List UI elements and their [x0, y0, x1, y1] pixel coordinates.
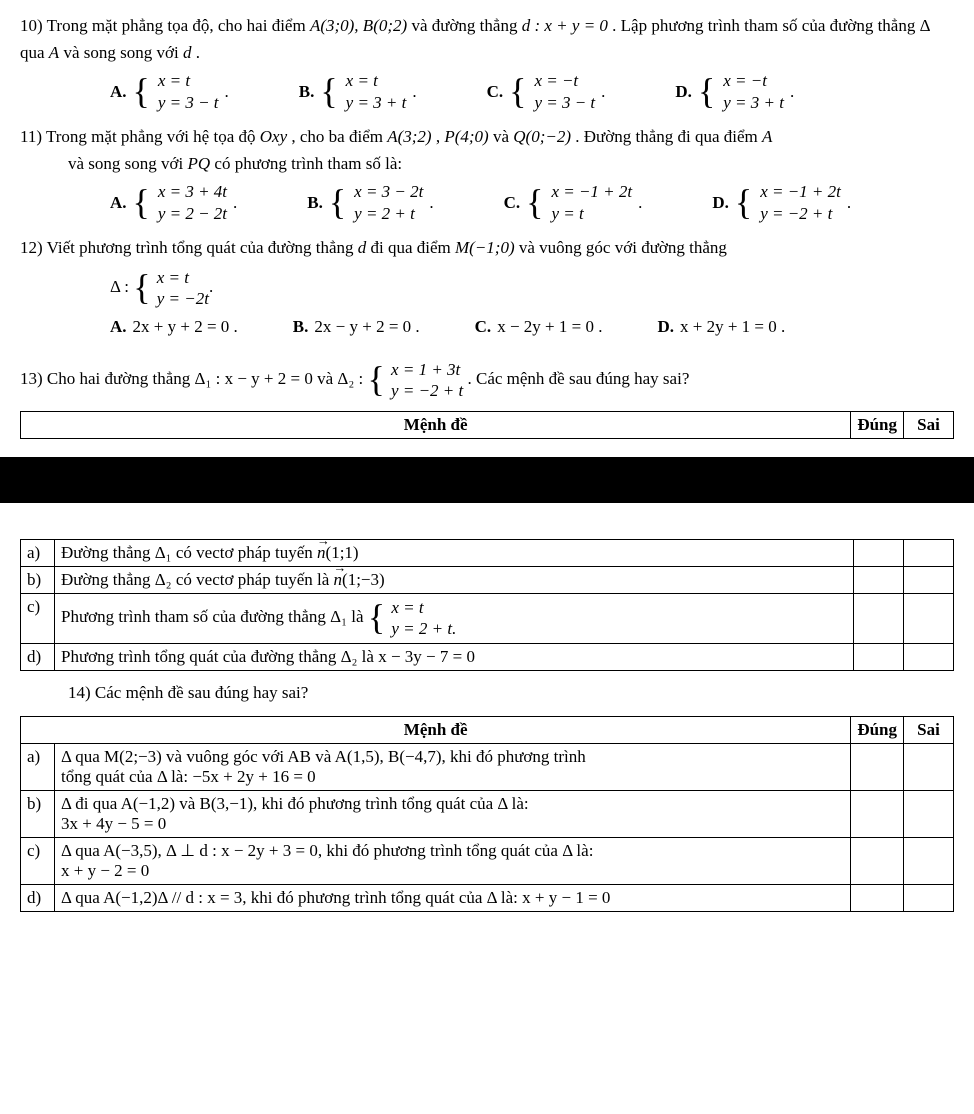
- page-divider: [0, 457, 974, 503]
- q10-text: Trong mặt phẳng tọa độ, cho hai điểm A(3…: [20, 16, 930, 62]
- q13-num: 13): [20, 369, 43, 388]
- q13-header-dung: Đúng: [851, 412, 904, 439]
- q14-row-b: b) Δ đi qua A(−1,2) và B(3,−1), khi đó p…: [21, 790, 954, 837]
- q11-options: A. { x = 3 + 4t y = 2 − 2t . B. { x = 3 …: [110, 181, 954, 224]
- q14-row-c: c) Δ qua A(−3,5), Δ ⊥ d : x − 2y + 3 = 0…: [21, 837, 954, 884]
- q12-num: 12): [20, 238, 43, 257]
- q14-row-a: a) Δ qua M(2;−3) và vuông góc với AB và …: [21, 743, 954, 790]
- q10-opt-c[interactable]: C. { x = −t y = 3 − t .: [487, 70, 606, 113]
- q14-c-dung[interactable]: [851, 837, 904, 884]
- q12-text: Viết phương trình tổng quát của đường th…: [47, 238, 727, 257]
- q14-header-dung: Đúng: [851, 716, 904, 743]
- q13-row-b: b) Đường thẳng Δ₂ có vectơ pháp tuyến là…: [21, 567, 954, 594]
- q14-a-sai[interactable]: [904, 743, 954, 790]
- q11-opt-b[interactable]: B. { x = 3 − 2t y = 2 + t .: [307, 181, 433, 224]
- q13-b-dung[interactable]: [854, 567, 904, 594]
- q11-opt-c[interactable]: C. { x = −1 + 2t y = t .: [504, 181, 643, 224]
- q14-d-sai[interactable]: [904, 884, 954, 911]
- q14-row-d: d) Δ qua A(−1,2)Δ // d : x = 3, khi đó p…: [21, 884, 954, 911]
- q10-opt-b[interactable]: B. { x = t y = 3 + t .: [299, 70, 417, 113]
- question-12: 12) Viết phương trình tổng quát của đườn…: [20, 234, 954, 341]
- q14-header-menhde: Mệnh đề: [21, 716, 851, 743]
- q14-d-dung[interactable]: [851, 884, 904, 911]
- q11-opt-a[interactable]: A. { x = 3 + 4t y = 2 − 2t .: [110, 181, 237, 224]
- question-10: 10) Trong mặt phẳng tọa độ, cho hai điểm…: [20, 12, 954, 113]
- question-13: 13) Cho hai đường thẳng Δ₁ : x − y + 2 =…: [20, 359, 954, 402]
- question-14: 14) Các mệnh đề sau đúng hay sai?: [68, 679, 954, 706]
- q10-options: A. { x = t y = 3 − t . B. { x = t y = 3 …: [110, 70, 954, 113]
- q14-num: 14): [68, 683, 91, 702]
- q14-b-dung[interactable]: [851, 790, 904, 837]
- q12-options: A. 2x + y + 2 = 0 . B. 2x − y + 2 = 0 . …: [110, 313, 954, 340]
- q12-opt-a[interactable]: A. 2x + y + 2 = 0 .: [110, 313, 238, 340]
- q13-row-d: d) Phương trình tổng quát của đường thẳn…: [21, 643, 954, 670]
- q11-num: 11): [20, 127, 42, 146]
- q12-opt-b[interactable]: B. 2x − y + 2 = 0 .: [293, 313, 420, 340]
- q11-text: Trong mặt phẳng với hệ tọa độ Oxy , cho …: [46, 127, 772, 146]
- question-11: 11) Trong mặt phẳng với hệ tọa độ Oxy , …: [20, 123, 954, 224]
- q13-d-sai[interactable]: [904, 643, 954, 670]
- q13-d-dung[interactable]: [854, 643, 904, 670]
- q13-header-sai: Sai: [904, 412, 954, 439]
- q13-header-table: Mệnh đề Đúng Sai: [20, 411, 954, 439]
- q13-row-c: c) Phương trình tham số của đường thẳng …: [21, 594, 954, 644]
- q12-opt-c[interactable]: C. x − 2y + 1 = 0 .: [475, 313, 603, 340]
- q14-b-sai[interactable]: [904, 790, 954, 837]
- q13-c-dung[interactable]: [854, 594, 904, 644]
- q13-b-sai[interactable]: [904, 567, 954, 594]
- q12-opt-d[interactable]: D. x + 2y + 1 = 0 .: [657, 313, 785, 340]
- q11-opt-d[interactable]: D. { x = −1 + 2t y = −2 + t .: [712, 181, 851, 224]
- q10-num: 10): [20, 16, 43, 35]
- q14-header-sai: Sai: [904, 716, 954, 743]
- q10-opt-a[interactable]: A. { x = t y = 3 − t .: [110, 70, 229, 113]
- q14-a-dung[interactable]: [851, 743, 904, 790]
- q10-opt-d[interactable]: D. { x = −t y = 3 + t .: [675, 70, 794, 113]
- q13-header-menhde: Mệnh đề: [21, 412, 851, 439]
- q14-c-sai[interactable]: [904, 837, 954, 884]
- q13-a-dung[interactable]: [854, 540, 904, 567]
- q13-a-sai[interactable]: [904, 540, 954, 567]
- q13-row-a: a) Đường thẳng Δ₁ có vectơ pháp tuyến n(…: [21, 540, 954, 567]
- q13-body-table: a) Đường thẳng Δ₁ có vectơ pháp tuyến n(…: [20, 539, 954, 671]
- q14-table: Mệnh đề Đúng Sai a) Δ qua M(2;−3) và vuô…: [20, 716, 954, 912]
- q13-c-sai[interactable]: [904, 594, 954, 644]
